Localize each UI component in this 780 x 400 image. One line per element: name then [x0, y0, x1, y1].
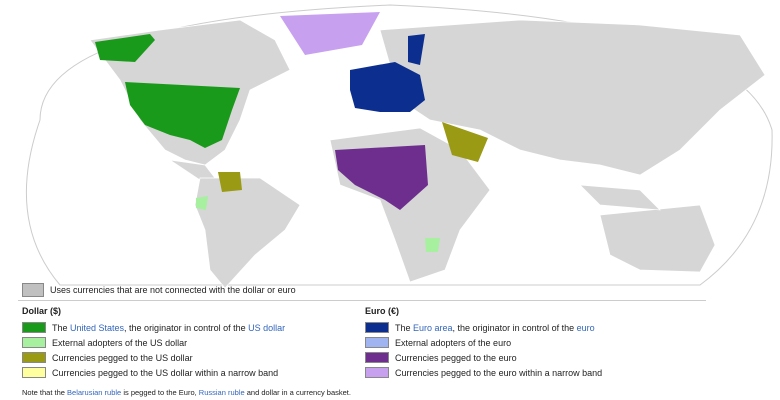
legend-item: The Euro area, the originator in control… — [365, 322, 595, 333]
text: The — [52, 322, 71, 333]
zimbabwe — [425, 238, 440, 252]
swatch — [365, 322, 389, 333]
legend-text: Currencies pegged to the euro — [395, 353, 517, 363]
legend-text: Uses currencies that are not connected w… — [50, 285, 296, 295]
legend-text: The United States, the originator in con… — [52, 323, 285, 333]
swatch — [365, 352, 389, 363]
text: External adopters of the euro — [395, 337, 512, 348]
legend-item: Currencies pegged to the US dollar — [22, 352, 193, 363]
text: , the originator in control of the — [452, 322, 577, 333]
euro-pegged-africa — [335, 145, 428, 210]
swatch — [22, 322, 46, 333]
link[interactable]: US dollar — [248, 322, 286, 333]
legend-item: The United States, the originator in con… — [22, 322, 285, 333]
swatch — [365, 337, 389, 348]
note: Note that the Belarusian ruble is pegged… — [22, 388, 351, 397]
legend-item: Currencies pegged to the euro — [365, 352, 517, 363]
text: External adopters of the US dollar — [52, 337, 188, 348]
united-states — [125, 82, 240, 148]
link[interactable]: Belarusian ruble — [67, 388, 122, 397]
swatch — [22, 367, 46, 378]
legend-other: Uses currencies that are not connected w… — [22, 283, 296, 297]
legend-item: External adopters of the euro — [365, 337, 511, 348]
legend-text: The Euro area, the originator in control… — [395, 323, 595, 333]
link[interactable]: Russian ruble — [198, 388, 245, 397]
text: and dollar in a currency basket. — [244, 388, 351, 397]
legend-text: Currencies pegged to the euro within a n… — [395, 368, 602, 378]
legend-item: Currencies pegged to the euro within a n… — [365, 367, 602, 378]
text: The — [395, 322, 414, 333]
link[interactable]: Euro area — [413, 322, 453, 333]
euro-area — [350, 62, 425, 112]
legend-text: Currencies pegged to the US dollar — [52, 353, 193, 363]
alaska — [95, 34, 155, 62]
swatch — [22, 352, 46, 363]
venezuela — [218, 172, 242, 192]
text: Currencies pegged to the euro — [395, 352, 517, 363]
world-map — [25, 4, 773, 289]
legend-text: External adopters of the US dollar — [52, 338, 187, 348]
text: is pegged to the Euro, — [121, 388, 199, 397]
legend-title: Euro (€) — [365, 306, 400, 316]
text: Currencies pegged to the euro within a n… — [395, 367, 603, 378]
finland — [408, 34, 425, 65]
text: Uses currencies that are not connected w… — [50, 285, 296, 295]
link[interactable]: United States — [70, 322, 125, 333]
greenland — [280, 12, 380, 55]
link[interactable]: euro — [576, 322, 595, 333]
text: , the originator in control of the — [124, 322, 249, 333]
separator — [18, 300, 706, 301]
text: Currencies pegged to the US dollar withi… — [52, 367, 279, 378]
legend-text: Currencies pegged to the US dollar withi… — [52, 368, 278, 378]
gulf-states — [442, 122, 488, 162]
text: Currencies pegged to the US dollar — [52, 352, 193, 363]
swatch — [365, 367, 389, 378]
swatch — [22, 337, 46, 348]
ecuador — [196, 196, 208, 210]
legend-item: External adopters of the US dollar — [22, 337, 187, 348]
text: Note that the — [22, 388, 68, 397]
legend-title: Dollar ($) — [22, 306, 62, 316]
swatch — [22, 283, 44, 297]
legend-item: Currencies pegged to the US dollar withi… — [22, 367, 278, 378]
legend-text: External adopters of the euro — [395, 338, 511, 348]
